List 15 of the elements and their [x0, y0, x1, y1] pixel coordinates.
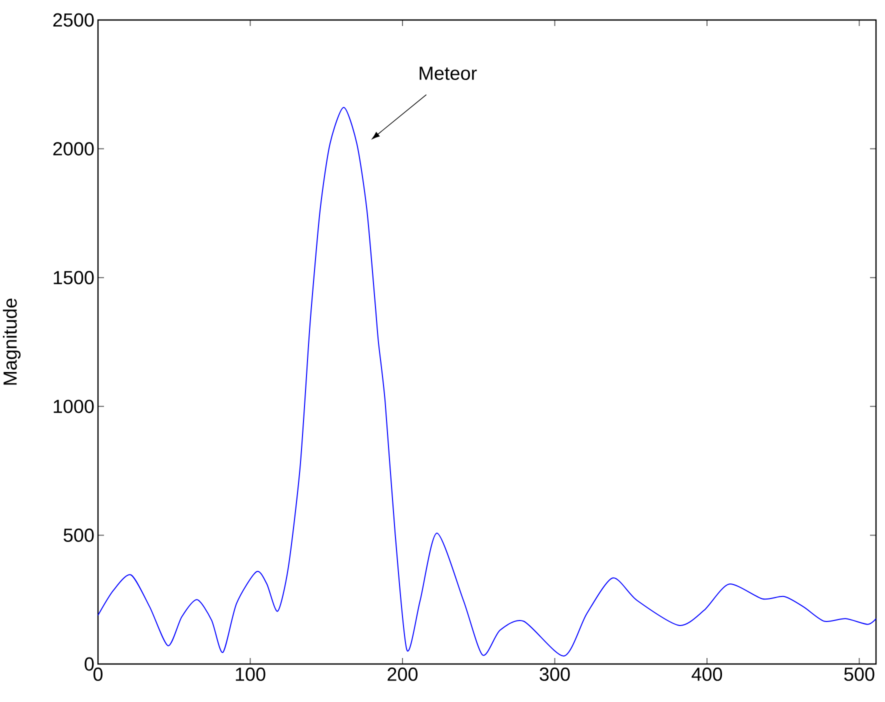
- line-series: [98, 106, 877, 657]
- x-tick-label: 200: [388, 668, 418, 681]
- annotation: Meteor: [420, 66, 477, 80]
- y-tick-label: 0: [84, 657, 94, 671]
- x-tick-label: 0: [93, 668, 103, 681]
- y-tick-label: 1000: [54, 400, 94, 414]
- y-tick-label: 500: [64, 528, 94, 542]
- y-tick-label: 1500: [54, 270, 94, 284]
- y-tick-label: 2000: [53, 142, 94, 156]
- x-tick-label: 500: [844, 668, 874, 681]
- x-tick-label: 100: [236, 668, 266, 681]
- x-tick-label: 300: [540, 668, 570, 681]
- y-tick-label: 2500: [53, 13, 94, 27]
- x-tick-label: 400: [692, 668, 722, 681]
- y-axis-title: Magnitude: [2, 298, 21, 385]
